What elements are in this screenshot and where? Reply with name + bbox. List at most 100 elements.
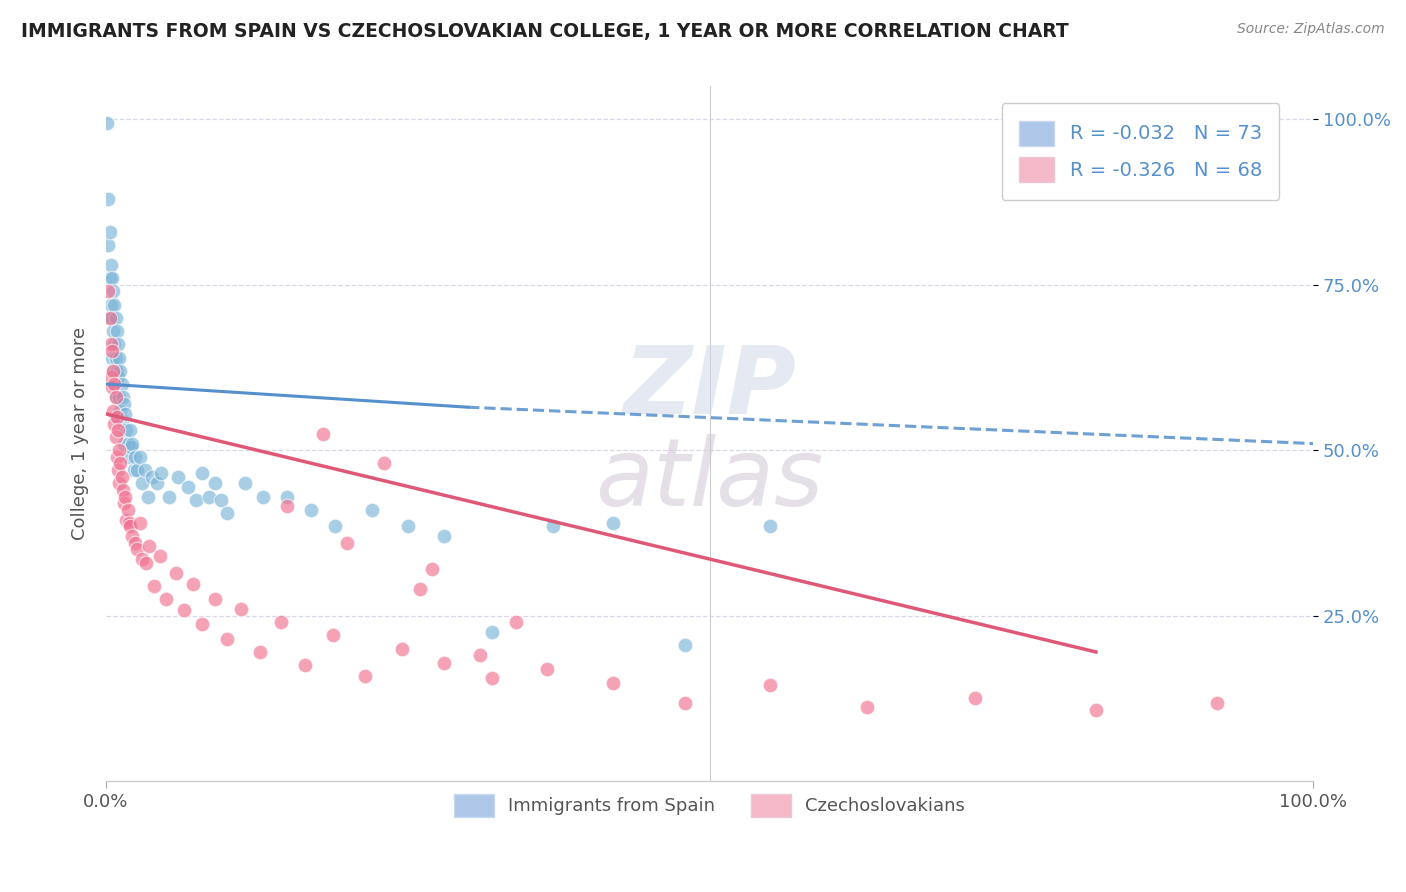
Point: [145, 476, 167, 491]
Point: [120, 440, 142, 454]
Point: [270, 615, 292, 630]
Point: [118, 519, 141, 533]
Point: [111, 483, 134, 497]
Point: [103, 417, 125, 431]
Point: [143, 579, 166, 593]
Point: [373, 457, 395, 471]
Point: [98, 310, 121, 325]
Point: [155, 592, 177, 607]
Point: [204, 476, 226, 491]
Point: [105, 364, 128, 378]
Point: [135, 556, 157, 570]
Point: [420, 562, 443, 576]
Text: atlas: atlas: [596, 434, 824, 524]
Point: [107, 423, 129, 437]
Point: [354, 669, 377, 683]
Point: [131, 476, 153, 491]
Point: [131, 552, 153, 566]
Point: [141, 469, 163, 483]
Point: [121, 436, 143, 450]
Point: [231, 602, 253, 616]
Point: [505, 615, 527, 630]
Point: [409, 582, 432, 596]
Point: [276, 490, 298, 504]
Point: [115, 423, 138, 437]
Point: [110, 457, 132, 471]
Point: [108, 351, 131, 365]
Point: [323, 519, 346, 533]
Point: [127, 542, 149, 557]
Point: [117, 502, 139, 516]
Point: [536, 661, 558, 675]
Point: [101, 380, 124, 394]
Point: [117, 436, 139, 450]
Point: [233, 476, 256, 491]
Point: [108, 476, 131, 491]
Point: [191, 467, 214, 481]
Point: [675, 639, 697, 653]
Point: [276, 500, 298, 514]
Point: [336, 536, 359, 550]
Point: [100, 370, 122, 384]
Point: [209, 492, 232, 507]
Point: [433, 529, 456, 543]
Point: [177, 480, 200, 494]
Point: [121, 529, 143, 543]
Point: [105, 450, 128, 464]
Point: [249, 645, 271, 659]
Point: [97, 285, 120, 299]
Point: [107, 410, 129, 425]
Point: [100, 298, 122, 312]
Point: [112, 397, 135, 411]
Point: [101, 271, 124, 285]
Point: [118, 423, 141, 437]
Point: [98, 225, 121, 239]
Point: [107, 337, 129, 351]
Point: [101, 364, 124, 378]
Point: [136, 490, 159, 504]
Point: [104, 430, 127, 444]
Point: [97, 192, 120, 206]
Point: [433, 657, 456, 671]
Point: [101, 403, 124, 417]
Point: [104, 310, 127, 325]
Point: [112, 496, 135, 510]
Point: [101, 310, 124, 325]
Point: [481, 625, 503, 640]
Point: [110, 377, 132, 392]
Point: [111, 390, 134, 404]
Point: [134, 463, 156, 477]
Text: IMMIGRANTS FROM SPAIN VS CZECHOSLOVAKIAN COLLEGE, 1 YEAR OR MORE CORRELATION CHA: IMMIGRANTS FROM SPAIN VS CZECHOSLOVAKIAN…: [21, 22, 1069, 41]
Point: [391, 641, 413, 656]
Point: [1084, 702, 1107, 716]
Point: [101, 364, 124, 378]
Point: [322, 628, 344, 642]
Point: [165, 566, 187, 580]
Point: [122, 463, 145, 477]
Point: [103, 298, 125, 312]
Point: [294, 658, 316, 673]
Point: [541, 519, 564, 533]
Point: [96, 116, 118, 130]
Point: [128, 450, 150, 464]
Point: [215, 506, 238, 520]
Point: [107, 370, 129, 384]
Point: [104, 351, 127, 365]
Point: [97, 238, 120, 252]
Legend: Immigrants from Spain, Czechoslovakians: Immigrants from Spain, Czechoslovakians: [447, 787, 973, 824]
Point: [101, 351, 124, 365]
Point: [101, 324, 124, 338]
Point: [157, 490, 180, 504]
Text: Source: ZipAtlas.com: Source: ZipAtlas.com: [1237, 22, 1385, 37]
Point: [124, 536, 146, 550]
Point: [105, 410, 128, 425]
Point: [114, 490, 136, 504]
Point: [104, 390, 127, 404]
Point: [470, 648, 492, 663]
Point: [396, 519, 419, 533]
Point: [138, 539, 160, 553]
Point: [110, 364, 132, 378]
Point: [252, 490, 274, 504]
Point: [118, 450, 141, 464]
Text: ZIP: ZIP: [623, 342, 796, 434]
